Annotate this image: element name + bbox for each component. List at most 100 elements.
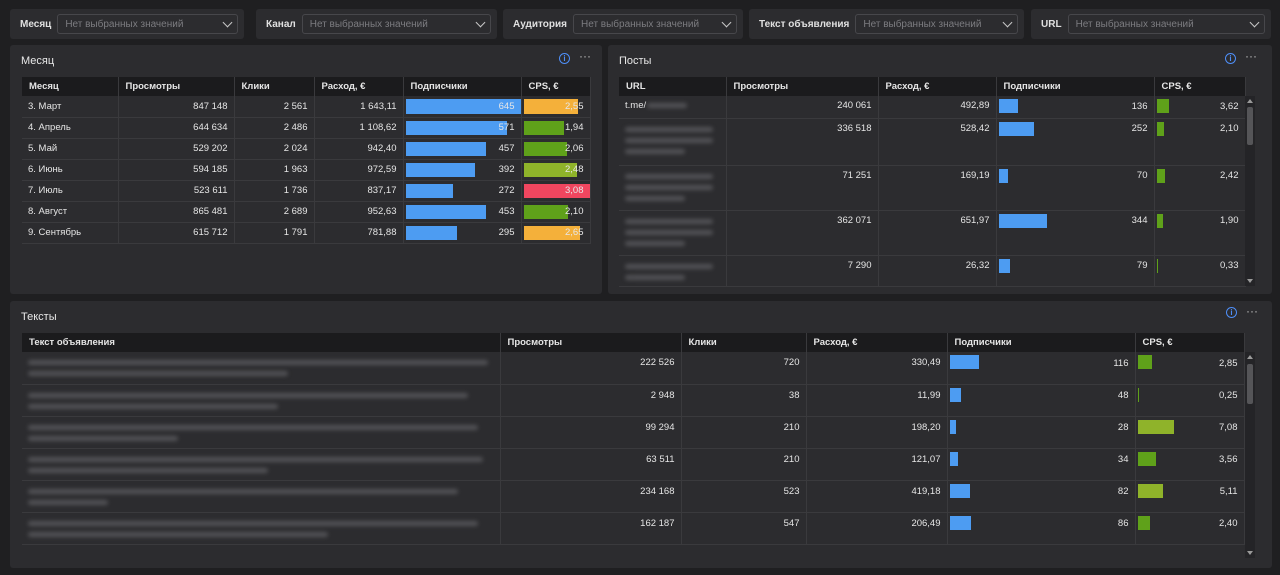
blurred-text bbox=[28, 424, 478, 430]
table-cell: 972,59 bbox=[314, 159, 404, 181]
cps-value: 2,42 bbox=[1220, 170, 1239, 181]
ad-text-cell[interactable] bbox=[22, 480, 501, 513]
info-icon[interactable]: i bbox=[1226, 307, 1237, 318]
table-cell: 7. Июль bbox=[22, 180, 119, 202]
blurred-text bbox=[28, 435, 178, 441]
blurred-text bbox=[28, 392, 468, 398]
url-text[interactable]: t.me/ bbox=[625, 100, 647, 111]
more-icon[interactable]: ··· bbox=[579, 49, 591, 63]
table-row[interactable]: 162 187 547 206,49 86 2,40 bbox=[22, 512, 1245, 545]
column-header[interactable]: Расход, € bbox=[878, 77, 997, 96]
month-select[interactable]: Нет выбранных значений bbox=[57, 14, 238, 34]
url-cell[interactable] bbox=[619, 210, 727, 256]
table-row[interactable]: 99 294 210 198,20 28 7,08 bbox=[22, 416, 1245, 449]
cps-cell: 2,55 bbox=[521, 96, 591, 118]
filter-label: Канал bbox=[266, 18, 296, 30]
ad-text-cell[interactable] bbox=[22, 384, 501, 417]
table-cell: 8. Август bbox=[22, 201, 119, 223]
ad-text-cell[interactable] bbox=[22, 512, 501, 545]
table-cell: 169,19 bbox=[878, 165, 997, 211]
url-cell[interactable] bbox=[619, 118, 727, 166]
filter-month: Месяц Нет выбранных значений bbox=[10, 9, 244, 39]
scroll-thumb[interactable] bbox=[1247, 364, 1253, 404]
ad-text-cell[interactable] bbox=[22, 352, 501, 385]
cps-bar bbox=[523, 162, 577, 177]
column-header[interactable]: Расход, € bbox=[806, 333, 948, 352]
url-select[interactable]: Нет выбранных значений bbox=[1067, 14, 1265, 34]
blurred-text bbox=[28, 520, 478, 526]
audience-select[interactable]: Нет выбранных значений bbox=[573, 14, 737, 34]
column-header[interactable]: Месяц bbox=[22, 77, 119, 96]
subscribers-cell: 344 bbox=[996, 210, 1155, 256]
table-cell: 492,89 bbox=[878, 96, 997, 119]
blurred-text bbox=[625, 195, 685, 201]
table-row[interactable]: 7 290 26,32 79 0,33 bbox=[619, 255, 1246, 287]
url-cell[interactable] bbox=[619, 255, 727, 287]
table-row[interactable]: 7. Июль 523 611 1 736 837,17 272 3,08 bbox=[22, 180, 591, 202]
table-row[interactable]: 6. Июнь 594 185 1 963 972,59 392 2,48 bbox=[22, 159, 591, 181]
table-row[interactable]: 8. Август 865 481 2 689 952,63 453 2,10 bbox=[22, 201, 591, 223]
table-row[interactable]: 234 168 523 419,18 82 5,11 bbox=[22, 480, 1245, 513]
channel-select[interactable]: Нет выбранных значений bbox=[301, 14, 491, 34]
table-row[interactable]: 3. Март 847 148 2 561 1 643,11 645 2,55 bbox=[22, 96, 591, 118]
scroll-thumb[interactable] bbox=[1247, 107, 1253, 145]
column-header[interactable]: Расход, € bbox=[314, 77, 404, 96]
chevron-down-icon bbox=[222, 17, 233, 27]
column-header[interactable]: URL bbox=[619, 77, 727, 96]
scroll-up-icon[interactable] bbox=[1247, 355, 1253, 359]
ad-text-cell[interactable] bbox=[22, 416, 501, 449]
table-row[interactable]: 4. Апрель 644 634 2 486 1 108,62 571 1,94 bbox=[22, 117, 591, 139]
table-row[interactable]: 362 071 651,97 344 1,90 bbox=[619, 210, 1246, 256]
panel-title: Посты bbox=[619, 55, 652, 67]
table-cell: 26,32 bbox=[878, 255, 997, 287]
column-header[interactable]: Просмотры bbox=[118, 77, 235, 96]
column-header[interactable]: Текст объявления bbox=[22, 333, 501, 352]
table-row[interactable]: 222 526 720 330,49 116 2,85 bbox=[22, 352, 1245, 385]
column-header[interactable]: Просмотры bbox=[726, 77, 879, 96]
column-header[interactable]: Подписчики bbox=[996, 77, 1155, 96]
texts-scrollbar[interactable] bbox=[1245, 352, 1255, 558]
scroll-down-icon[interactable] bbox=[1247, 551, 1253, 555]
subscribers-cell: 571 bbox=[403, 117, 522, 139]
subscribers-cell: 34 bbox=[947, 448, 1136, 481]
ad-text-cell[interactable] bbox=[22, 448, 501, 481]
url-cell[interactable]: t.me/ bbox=[619, 96, 727, 119]
blurred-text bbox=[625, 137, 713, 143]
table-cell: 781,88 bbox=[314, 222, 404, 244]
info-icon[interactable]: i bbox=[1225, 53, 1236, 64]
cps-cell: 2,10 bbox=[521, 201, 591, 223]
subscribers-bar bbox=[998, 121, 1034, 136]
more-icon[interactable]: ··· bbox=[1245, 49, 1257, 63]
cps-value: 1,90 bbox=[1220, 215, 1239, 226]
subscribers-bar bbox=[998, 258, 1010, 273]
cps-bar bbox=[523, 99, 578, 114]
select-placeholder: Нет выбранных значений bbox=[863, 18, 982, 30]
select-placeholder: Нет выбранных значений bbox=[1075, 18, 1194, 30]
table-row[interactable]: t.me/240 061 492,89 136 3,62 bbox=[619, 96, 1246, 119]
info-icon[interactable]: i bbox=[559, 53, 570, 64]
column-header[interactable]: Просмотры bbox=[500, 333, 682, 352]
table-cell: 865 481 bbox=[118, 201, 235, 223]
table-row[interactable]: 9. Сентябрь 615 712 1 791 781,88 295 2,65 bbox=[22, 222, 591, 244]
column-header[interactable]: CPS, € bbox=[1135, 333, 1245, 352]
ad-text-select[interactable]: Нет выбранных значений bbox=[855, 14, 1018, 34]
column-header[interactable]: CPS, € bbox=[1154, 77, 1246, 96]
table-row[interactable]: 63 511 210 121,07 34 3,56 bbox=[22, 448, 1245, 481]
cps-bar bbox=[523, 120, 565, 135]
scroll-up-icon[interactable] bbox=[1247, 99, 1253, 103]
column-header[interactable]: Подписчики bbox=[403, 77, 522, 96]
column-header[interactable]: Клики bbox=[234, 77, 315, 96]
table-row[interactable]: 336 518 528,42 252 2,10 bbox=[619, 118, 1246, 166]
scroll-down-icon[interactable] bbox=[1247, 279, 1253, 283]
more-icon[interactable]: ··· bbox=[1246, 304, 1258, 318]
url-cell[interactable] bbox=[619, 165, 727, 211]
blurred-text bbox=[625, 218, 713, 224]
column-header[interactable]: Подписчики bbox=[947, 333, 1136, 352]
table-row[interactable]: 71 251 169,19 70 2,42 bbox=[619, 165, 1246, 211]
table-row[interactable]: 2 948 38 11,99 48 0,25 bbox=[22, 384, 1245, 417]
column-header[interactable]: CPS, € bbox=[521, 77, 591, 96]
filter-label: Аудитория bbox=[513, 18, 567, 30]
table-row[interactable]: 5. Май 529 202 2 024 942,40 457 2,06 bbox=[22, 138, 591, 160]
column-header[interactable]: Клики bbox=[681, 333, 807, 352]
posts-scrollbar[interactable] bbox=[1245, 96, 1255, 286]
